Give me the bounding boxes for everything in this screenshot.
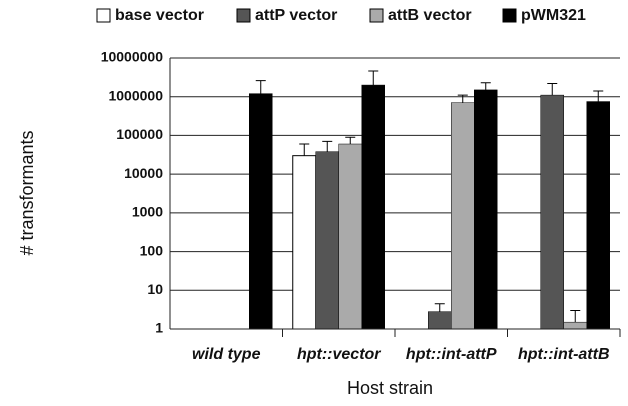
y-tick-label: 1000	[132, 204, 163, 220]
error-bar	[593, 90, 604, 102]
bar	[451, 102, 475, 330]
legend-label: base vector	[115, 7, 204, 24]
legend-swatch	[236, 8, 251, 23]
bar	[361, 84, 385, 330]
x-axis-label: Host strain	[347, 378, 433, 398]
legend-label: attB vector	[388, 7, 472, 24]
bar	[474, 89, 498, 330]
error-bar	[434, 303, 445, 312]
bar	[586, 101, 610, 330]
bar	[292, 155, 317, 330]
y-tick-label: 100000	[116, 126, 163, 142]
error-bar	[570, 310, 581, 323]
error-bar	[547, 82, 558, 96]
bar	[315, 151, 339, 330]
y-tick-label: 10000	[124, 165, 163, 181]
legend-swatch	[96, 8, 111, 23]
bar	[249, 93, 273, 330]
error-bar	[457, 94, 468, 103]
y-tick-label: 10	[147, 281, 163, 297]
legend-swatch	[369, 8, 384, 23]
x-tick-label: hpt::vector	[297, 346, 381, 363]
y-tick-label: 1	[155, 320, 163, 336]
legend-label: pWM321	[521, 7, 586, 24]
error-bar	[480, 82, 491, 90]
legend-swatch	[502, 8, 517, 23]
bar	[563, 321, 587, 330]
x-tick-label: hpt::int-attB	[518, 346, 610, 363]
legend-label: attP vector	[255, 7, 337, 24]
y-axis-label: # transformants	[17, 130, 37, 255]
y-tick-label: 10000000	[101, 49, 164, 65]
y-tick-label: 100	[140, 242, 164, 258]
bar	[338, 143, 362, 330]
error-bar	[322, 140, 333, 152]
bar	[540, 94, 564, 330]
error-bar	[255, 80, 266, 94]
y-tick-label: 1000000	[108, 87, 163, 103]
bar	[428, 311, 452, 330]
error-bar	[299, 143, 310, 156]
x-tick-label: hpt::int-attP	[406, 346, 497, 363]
error-bar	[345, 136, 356, 145]
error-bar	[368, 70, 379, 86]
x-tick-label: wild type	[192, 346, 261, 363]
